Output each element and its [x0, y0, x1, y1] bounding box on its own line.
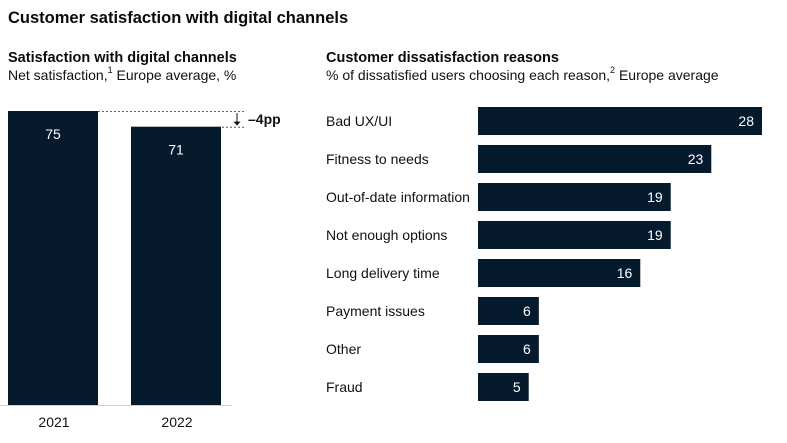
- bar-value-out-of-date-information: 19: [647, 189, 663, 205]
- bar-long-delivery-time: [478, 259, 641, 287]
- category-label-payment-issues: Payment issues: [326, 303, 425, 319]
- category-label-out-of-date-information: Out-of-date information: [326, 189, 470, 205]
- footnote-marker-1: 1: [107, 65, 113, 76]
- bar-fraud: [478, 373, 529, 401]
- x-tick-label-2021: 2021: [38, 414, 69, 430]
- chart-title: Customer satisfaction with digital chann…: [8, 9, 349, 27]
- bar-not-enough-options: [478, 221, 671, 249]
- bar-payment-issues: [478, 297, 539, 325]
- bar-value-payment-issues: 6: [523, 303, 531, 319]
- bar-value-fraud: 5: [513, 379, 521, 395]
- right-subtitle-text: % of dissatisfied users choosing each re…: [326, 67, 611, 83]
- category-label-fitness-to-needs: Fitness to needs: [326, 151, 429, 167]
- category-label-other: Other: [326, 341, 361, 357]
- bar-2022: [131, 126, 221, 406]
- bar-value-2021: 75: [45, 126, 61, 142]
- bar-value-fitness-to-needs: 23: [688, 151, 704, 167]
- right-chart-subtitle: % of dissatisfied users choosing each re…: [326, 65, 719, 83]
- left-chart-subtitle: Net satisfaction,1 Europe average, %: [8, 65, 237, 83]
- bar-bad-ux-ui: [478, 107, 762, 135]
- right-chart-title: Customer dissatisfaction reasons: [326, 50, 559, 66]
- bar-fitness-to-needs: [478, 145, 712, 173]
- bar-value-bad-ux-ui: 28: [738, 113, 754, 129]
- x-tick-label-2022: 2022: [161, 414, 192, 430]
- bar-value-not-enough-options: 19: [647, 227, 663, 243]
- bar-2021: [8, 111, 98, 405]
- category-label-not-enough-options: Not enough options: [326, 227, 447, 243]
- bar-value-other: 6: [523, 341, 531, 357]
- category-label-fraud: Fraud: [326, 379, 363, 395]
- bar-value-2022: 71: [168, 142, 184, 158]
- left-subtitle-text: Net satisfaction,: [8, 67, 108, 83]
- bar-value-long-delivery-time: 16: [617, 265, 633, 281]
- left-chart-title: Satisfaction with digital channels: [8, 50, 237, 66]
- bar-out-of-date-information: [478, 183, 671, 211]
- category-label-bad-ux-ui: Bad UX/UI: [326, 113, 392, 129]
- bar-other: [478, 335, 539, 363]
- left-subtitle-text-end: Europe average, %: [112, 67, 237, 83]
- category-label-long-delivery-time: Long delivery time: [326, 265, 440, 281]
- right-subtitle-text-end: Europe average: [615, 67, 719, 83]
- change-annotation: –4pp: [248, 111, 281, 127]
- change-arrow-head: [233, 121, 241, 126]
- footnote-marker-2: 2: [610, 65, 616, 76]
